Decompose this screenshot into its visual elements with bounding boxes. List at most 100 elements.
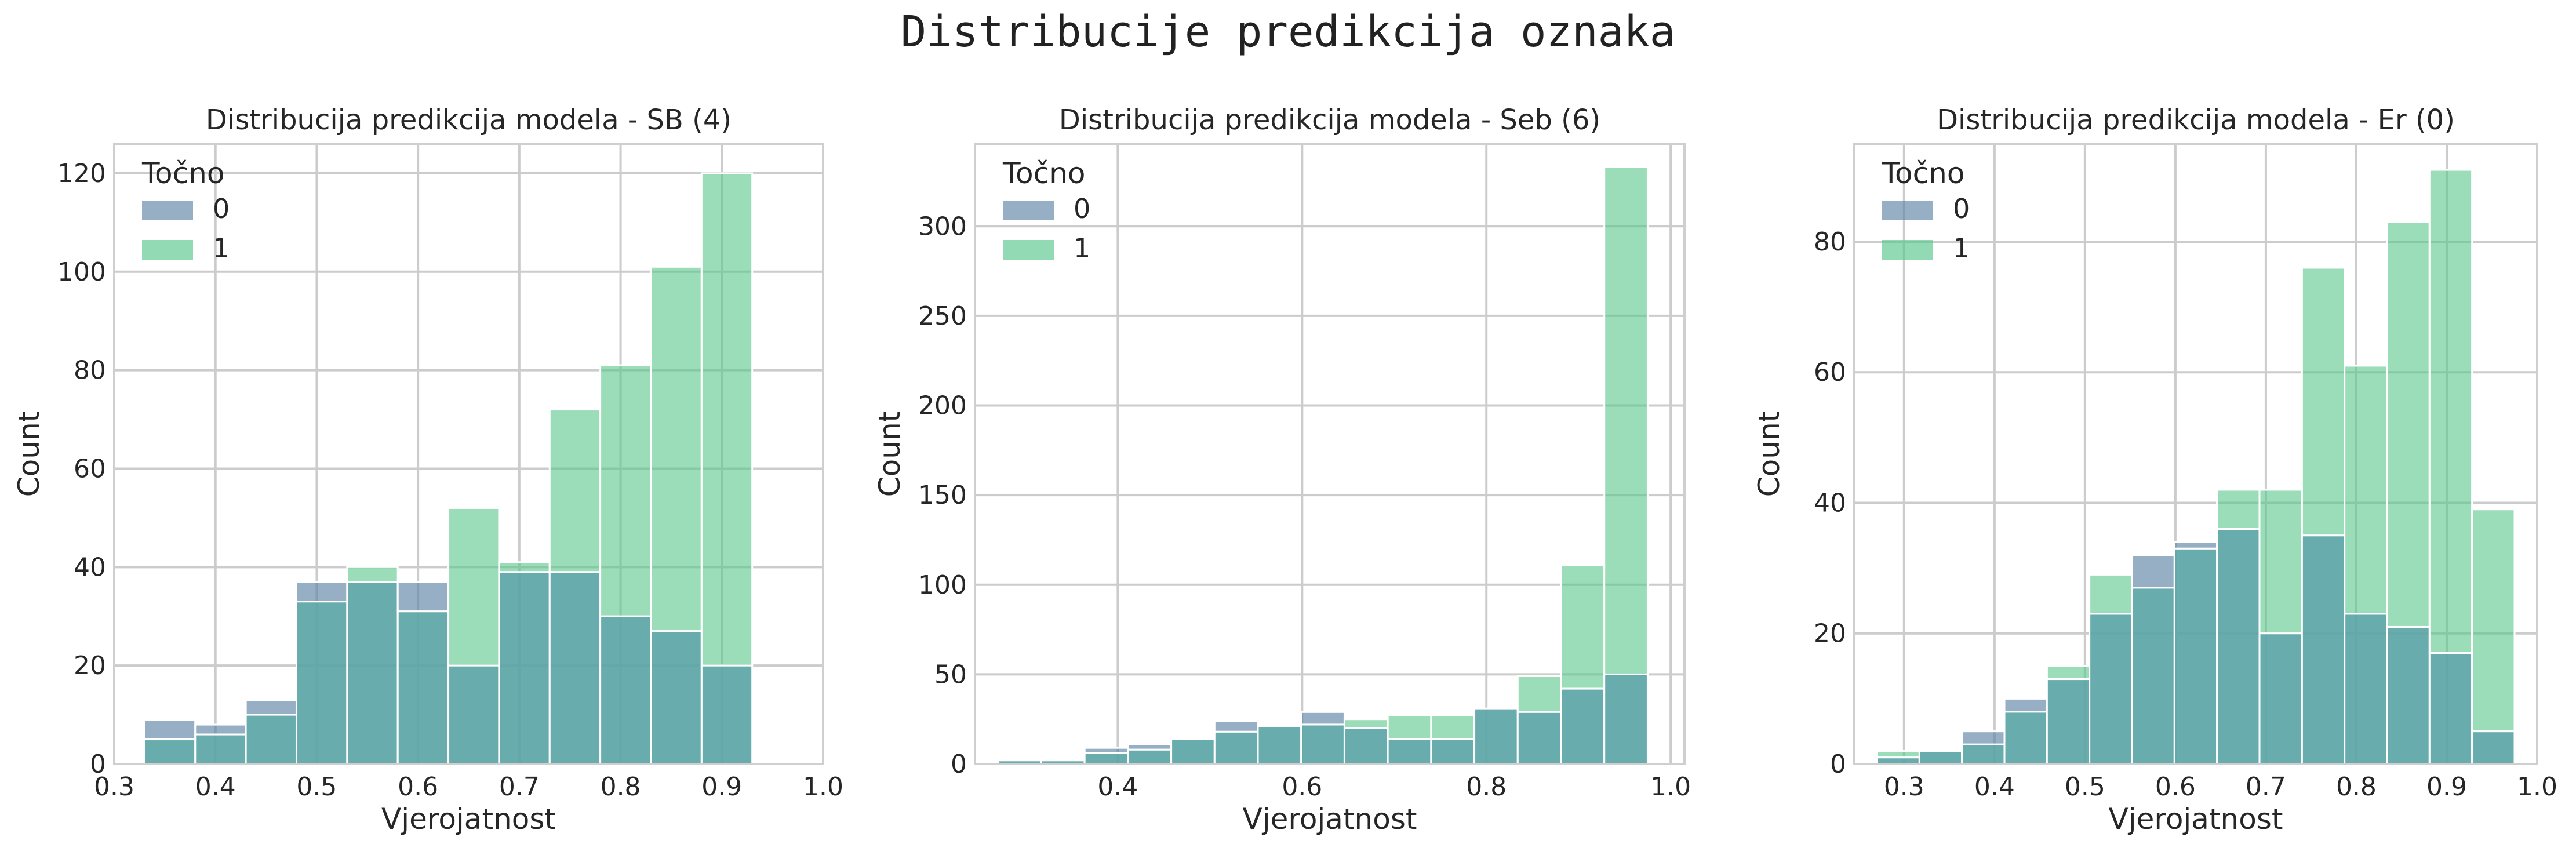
bar-overlap bbox=[1127, 748, 1173, 765]
bar-class-1 bbox=[599, 364, 652, 617]
y-tick-label: 20 bbox=[74, 651, 106, 681]
bar-overlap bbox=[2173, 547, 2218, 765]
bar-class-0 bbox=[143, 719, 197, 741]
bar-class-1 bbox=[700, 172, 754, 667]
y-tick-label: 300 bbox=[918, 212, 967, 241]
bar-overlap bbox=[143, 738, 197, 765]
y-tick-label: 100 bbox=[57, 257, 106, 287]
y-tick-label: 60 bbox=[1814, 358, 1846, 387]
x-tick-label: 0.9 bbox=[701, 772, 742, 802]
y-tick-label: 80 bbox=[74, 356, 106, 385]
bar-overlap bbox=[1961, 743, 2006, 765]
y-tick-label: 20 bbox=[1814, 619, 1846, 649]
plot-frame bbox=[1853, 143, 2538, 765]
bar-class-0 bbox=[295, 581, 348, 603]
x-tick-label: 0.3 bbox=[1884, 772, 1924, 802]
bar-overlap bbox=[1473, 707, 1519, 765]
bar-overlap bbox=[1516, 711, 1562, 765]
bar-class-1 bbox=[1343, 718, 1389, 729]
x-tick-label: 0.6 bbox=[1282, 772, 1322, 802]
bar-overlap bbox=[2003, 711, 2048, 765]
bar-overlap bbox=[1430, 738, 1476, 765]
bar-class-1 bbox=[1603, 166, 1649, 675]
bar-overlap bbox=[2258, 632, 2303, 765]
legend-label: 1 bbox=[1953, 232, 1970, 264]
bar-class-1 bbox=[498, 561, 551, 573]
legend-title: Točno bbox=[1002, 157, 1085, 190]
legend-swatch-0 bbox=[142, 201, 193, 220]
x-tick-label: 0.8 bbox=[1466, 772, 1507, 802]
x-tick-label: 0.7 bbox=[499, 772, 540, 802]
bar-overlap bbox=[1560, 687, 1606, 765]
bar-overlap bbox=[1918, 750, 1963, 765]
y-tick-label: 250 bbox=[918, 301, 967, 331]
x-tick-label: 0.6 bbox=[2155, 772, 2196, 802]
plot-title: Distribucija predikcija modela - SB (4) bbox=[206, 104, 732, 136]
chart-panel-seb: 0.4 0.6 0.8 1.0 0 50 100 150 200 250 300 Distribuci… bbox=[873, 104, 1691, 836]
bar-overlap bbox=[346, 581, 399, 765]
x-tick-label: 0.5 bbox=[2065, 772, 2105, 802]
x-tick-label: 0.9 bbox=[2426, 772, 2467, 802]
legend-swatch-0 bbox=[1003, 201, 1054, 220]
x-tick-label: 1.0 bbox=[1650, 772, 1691, 802]
bar-overlap bbox=[2471, 730, 2516, 765]
bar-overlap bbox=[1213, 730, 1259, 765]
x-tick-label: 0.8 bbox=[2336, 772, 2377, 802]
bar-overlap bbox=[396, 610, 450, 765]
bar-class-0 bbox=[245, 699, 297, 716]
x-tick-label: 0.5 bbox=[296, 772, 337, 802]
legend-label: 1 bbox=[213, 232, 230, 264]
bar-class-1 bbox=[650, 265, 703, 632]
plot-title: Distribucija predikcija modela - Seb (6) bbox=[1059, 104, 1600, 136]
y-tick-label: 0 bbox=[90, 750, 106, 779]
bar-overlap bbox=[2131, 587, 2175, 765]
bar-overlap bbox=[1387, 738, 1432, 765]
x-tick-label: 1.0 bbox=[803, 772, 843, 802]
bar-class-1 bbox=[1516, 675, 1562, 713]
legend-label: 1 bbox=[1074, 232, 1090, 264]
bar-class-0 bbox=[2173, 541, 2218, 550]
legend-swatch-1 bbox=[142, 240, 193, 260]
legend-title: Točno bbox=[1882, 157, 1964, 190]
x-axis-label: Vjerojatnost bbox=[2109, 802, 2283, 836]
y-tick-label: 80 bbox=[1814, 227, 1846, 257]
bar-class-0 bbox=[194, 723, 247, 736]
x-tick-label: 0.4 bbox=[195, 772, 236, 802]
y-tick-label: 120 bbox=[57, 159, 106, 188]
legend-swatch-0 bbox=[1882, 201, 1933, 220]
x-tick-label: 0.8 bbox=[601, 772, 641, 802]
bar-class-1 bbox=[2386, 221, 2431, 628]
y-axis-label: Count bbox=[12, 411, 46, 497]
bar-overlap bbox=[1257, 725, 1302, 765]
bar-overlap bbox=[2046, 678, 2091, 765]
bar-overlap bbox=[2089, 613, 2133, 765]
x-tick-label: 1.0 bbox=[2517, 772, 2557, 802]
y-tick-label: 0 bbox=[1830, 750, 1846, 779]
bar-class-1 bbox=[2258, 489, 2303, 635]
bar-class-1 bbox=[548, 409, 602, 573]
bar-overlap bbox=[1083, 752, 1129, 765]
legend-label: 0 bbox=[1074, 193, 1090, 224]
bar-class-0 bbox=[1213, 720, 1259, 733]
bar-overlap bbox=[548, 571, 602, 765]
bar-overlap bbox=[650, 630, 703, 765]
bar-class-1 bbox=[2428, 169, 2473, 654]
bar-class-1 bbox=[1560, 564, 1606, 690]
legend-label: 0 bbox=[213, 193, 230, 224]
chart-panel-sb: 0.3 0.4 0.5 0.6 0.7 0.8 0.9 1.0 0 20 40 60 80 100 120 D… bbox=[12, 104, 843, 836]
bar-class-1 bbox=[346, 566, 399, 583]
plot-frame bbox=[113, 143, 824, 765]
bar-overlap bbox=[2386, 625, 2431, 765]
y-tick-label: 200 bbox=[918, 391, 967, 421]
x-tick-label: 0.4 bbox=[1097, 772, 1138, 802]
y-tick-label: 60 bbox=[74, 454, 106, 483]
bar-overlap bbox=[447, 664, 500, 765]
bar-class-0 bbox=[1300, 711, 1345, 726]
bar-overlap bbox=[599, 615, 652, 765]
bar-class-0 bbox=[2003, 697, 2048, 713]
plot-title: Distribucija predikcija modela - Er (0) bbox=[1937, 104, 2455, 136]
x-tick-label: 0.3 bbox=[94, 772, 134, 802]
bar-class-1 bbox=[1876, 750, 1920, 759]
